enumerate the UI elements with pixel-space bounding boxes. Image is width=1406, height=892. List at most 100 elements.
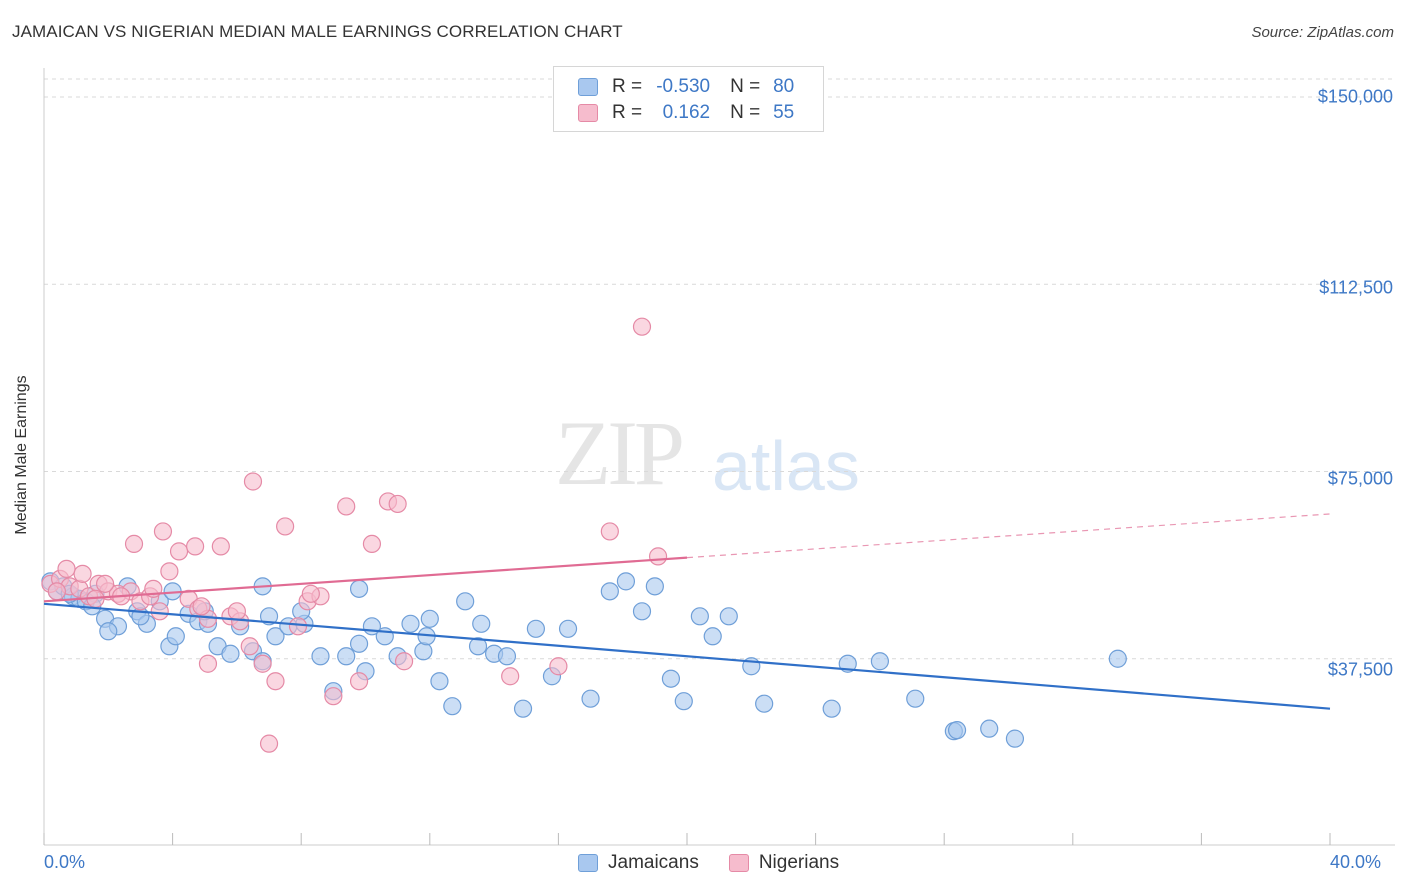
nigerians-point (632, 317, 652, 336)
jamaicans-point (1005, 729, 1025, 748)
nigerians-point (227, 602, 246, 621)
jamaicans-point (266, 627, 285, 646)
jamaicans-point (337, 647, 356, 666)
jamaicans-point (581, 689, 600, 708)
nigerians-point (324, 687, 343, 706)
legend-r-value: -0.530 (656, 76, 711, 97)
nigerians-point (160, 562, 179, 581)
jamaicans-point (616, 572, 636, 591)
chart-title: JAMAICAN VS NIGERIAN MEDIAN MALE EARNING… (12, 22, 623, 41)
jamaicans-point (558, 619, 578, 638)
correlation-legend: R = -0.530 N = 80 R = 0.162 N = 55 (553, 66, 824, 132)
jamaicans-point (99, 622, 118, 641)
nigerians-point (301, 584, 320, 603)
legend-item-nigerians[interactable]: Nigerians (728, 852, 840, 874)
legend-row-jamaicans: R = -0.530 N = 80 (578, 74, 794, 100)
jamaicans-point (632, 602, 652, 621)
jamaicans-point (430, 672, 449, 691)
jamaicans-point (600, 582, 619, 601)
nigerians-point (47, 582, 66, 601)
nigerians-point (198, 654, 218, 673)
y-tick-label: $112,500 (1319, 277, 1393, 298)
jamaicans-point (719, 607, 738, 626)
nigerians-point (337, 497, 356, 516)
nigerians-point (169, 542, 189, 561)
jamaicans-swatch (578, 854, 598, 872)
nigerians-point (549, 657, 568, 676)
jamaicans-point (703, 627, 722, 646)
jamaicans-point (755, 694, 774, 713)
nigerians-point (57, 559, 76, 578)
x-tick-label: 0.0% (44, 852, 86, 872)
watermark-zip: ZIP (555, 402, 685, 504)
series-legend: Jamaicans Nigerians (578, 852, 869, 874)
nigerians-point (95, 574, 115, 593)
jamaicans-point (526, 619, 545, 638)
source-credit: Source: ZipAtlas.com (1251, 24, 1394, 41)
legend-n-value: 80 (773, 76, 795, 97)
nigerians-point (150, 602, 169, 621)
jamaicans-point (414, 642, 433, 661)
jamaicans-swatch (578, 78, 598, 96)
jamaicans-point (645, 577, 664, 596)
nigerians-point (394, 652, 414, 671)
nigerians-point (362, 534, 382, 554)
legend-item-jamaicans[interactable]: Jamaicans (578, 852, 699, 874)
jamaicans-point (870, 652, 890, 671)
trend-line-nigerians-extension (686, 513, 1331, 559)
jamaicans-point (401, 614, 420, 633)
y-tick-label: $75,000 (1327, 468, 1393, 489)
nigerians-point (388, 494, 407, 514)
nigerians-point (266, 672, 285, 691)
nigerians-point (211, 537, 230, 556)
jamaicans-point (259, 607, 279, 626)
jamaicans-point (690, 607, 709, 626)
nigerians-point (240, 637, 259, 656)
jamaicans-point (906, 689, 925, 708)
jamaicans-point (443, 697, 462, 716)
y-tick-label: $150,000 (1317, 86, 1393, 107)
jamaicans-point (349, 579, 369, 598)
legend-r-value: 0.162 (662, 102, 711, 123)
nigerians-point (648, 547, 668, 566)
jamaicans-point (349, 634, 369, 653)
nigerians-point (276, 517, 295, 536)
nigerians-swatch (578, 104, 598, 122)
nigerians-point (259, 734, 279, 753)
y-tick-label: $37,500 (1327, 659, 1393, 680)
jamaicans-point (674, 692, 693, 711)
watermark-atlas: atlas (712, 427, 860, 505)
jamaicans-point (497, 647, 517, 666)
nigerians-point (124, 534, 144, 554)
nigerians-point (153, 522, 173, 541)
trend-line-jamaicans (43, 602, 1331, 710)
nigerians-swatch (728, 854, 749, 872)
nigerians-point (349, 672, 369, 691)
jamaicans-point (456, 592, 475, 611)
legend-r-label: R = (612, 76, 643, 97)
jamaicans-point (468, 637, 488, 656)
x-tick-label: 40.0% (1330, 852, 1382, 872)
jamaicans-point (166, 627, 185, 646)
legend-label: Jamaicans (608, 852, 699, 873)
nigerians-point (243, 472, 263, 491)
trend-line-nigerians (43, 556, 688, 603)
jamaicans-point (947, 721, 967, 740)
nigerians-point (288, 617, 308, 636)
jamaicans-point (472, 614, 491, 633)
nigerians-point (253, 654, 272, 673)
jamaicans-point (1108, 649, 1127, 668)
nigerians-point (192, 597, 211, 616)
legend-label: Nigerians (758, 852, 840, 873)
nigerians-point (186, 537, 205, 556)
nigerians-point (600, 522, 619, 541)
legend-n-label: N = (730, 76, 761, 97)
jamaicans-point (221, 644, 240, 663)
jamaicans-point (661, 669, 681, 688)
jamaicans-point (311, 647, 330, 666)
nigerians-point (73, 564, 92, 583)
jamaicans-point (980, 719, 999, 738)
jamaicans-point (420, 609, 439, 628)
legend-row-nigerians: R = 0.162 N = 55 (578, 100, 794, 126)
